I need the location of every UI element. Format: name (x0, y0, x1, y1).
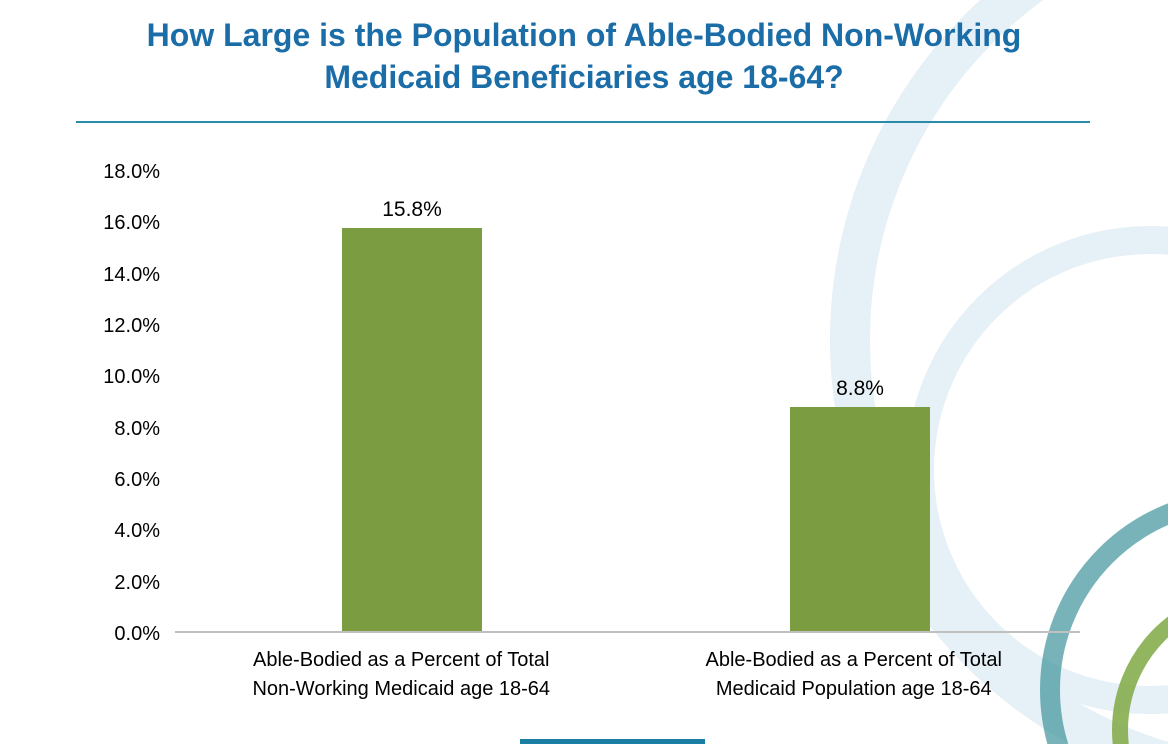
bar-value-label: 15.8% (382, 198, 442, 222)
x-axis: Able-Bodied as a Percent of Total Non-Wo… (175, 646, 1080, 704)
footer-accent-strip (520, 739, 705, 744)
title-divider (76, 121, 1090, 123)
y-axis-tick-label: 10.0% (103, 366, 160, 389)
bar-value-label: 8.8% (836, 376, 884, 400)
y-axis: 18.0% 16.0% 14.0% 12.0% 10.0% 8.0% 6.0% 4.0% 2.0… (55, 159, 160, 647)
y-axis-tick-label: 0.0% (114, 622, 160, 645)
y-axis-tick-label: 16.0% (103, 212, 160, 235)
bar-column-non-working: 15.8% (342, 172, 482, 631)
y-axis-tick-label: 18.0% (103, 161, 160, 183)
y-axis-tick-label: 2.0% (114, 571, 160, 594)
plot-area: 15.8% 8.8% (175, 172, 1080, 633)
y-axis-tick-label: 4.0% (114, 520, 160, 543)
x-axis-category-label: Able-Bodied as a Percent of Total Non-Wo… (252, 649, 551, 700)
y-axis-tick-label: 6.0% (114, 468, 160, 491)
y-axis-tick-label: 14.0% (103, 263, 160, 286)
bar-total-population (790, 406, 930, 631)
chart-title: How Large is the Population of Able-Bodi… (146, 17, 1022, 96)
y-axis-tick-label: 12.0% (103, 314, 160, 337)
bar-column-total-population: 8.8% (790, 172, 930, 631)
y-axis-tick-label: 8.0% (114, 417, 160, 440)
bar-non-working (342, 228, 482, 631)
x-axis-category-label: Able-Bodied as a Percent of Total Medica… (705, 649, 1002, 700)
